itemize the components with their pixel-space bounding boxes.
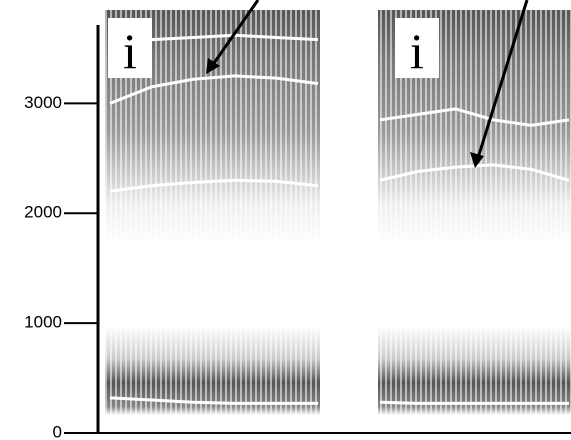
formant-track: [379, 400, 569, 405]
formant-track: [109, 178, 319, 193]
vowel-label: i: [410, 23, 424, 79]
y-tick-label: 3000: [24, 93, 62, 112]
formant-track: [109, 74, 319, 105]
arrow: [206, 0, 260, 74]
arrow: [470, 0, 529, 168]
y-tick-label: 1000: [24, 313, 62, 332]
formant-track: [109, 396, 318, 405]
formant-track: [379, 107, 570, 127]
label-box: [395, 18, 439, 78]
y-tick-label: 2000: [24, 203, 62, 222]
y-tick-label: 0: [53, 422, 62, 440]
label-box: [108, 18, 152, 78]
vowel-label: i: [123, 23, 137, 79]
